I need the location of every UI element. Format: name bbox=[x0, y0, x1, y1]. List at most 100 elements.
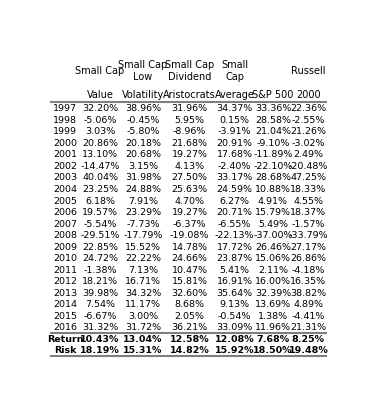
Text: 16.71%: 16.71% bbox=[125, 277, 161, 286]
Text: 1999: 1999 bbox=[53, 127, 77, 136]
Text: 15.06%: 15.06% bbox=[255, 254, 291, 262]
Text: 31.72%: 31.72% bbox=[125, 322, 161, 332]
Text: 10.43%: 10.43% bbox=[80, 334, 120, 343]
Text: 35.64%: 35.64% bbox=[217, 288, 253, 297]
Text: 2007: 2007 bbox=[53, 219, 77, 228]
Text: -0.45%: -0.45% bbox=[126, 115, 160, 124]
Text: 2.11%: 2.11% bbox=[258, 265, 288, 274]
Text: 3.15%: 3.15% bbox=[128, 162, 158, 171]
Text: -5.06%: -5.06% bbox=[84, 115, 117, 124]
Text: -14.47%: -14.47% bbox=[80, 162, 120, 171]
Text: S&P 500: S&P 500 bbox=[252, 90, 294, 100]
Text: 2011: 2011 bbox=[53, 265, 77, 274]
Text: 5.95%: 5.95% bbox=[174, 115, 205, 124]
Text: 2012: 2012 bbox=[53, 277, 77, 286]
Text: 17.68%: 17.68% bbox=[217, 150, 253, 159]
Text: 22.36%: 22.36% bbox=[290, 104, 326, 113]
Text: 13.10%: 13.10% bbox=[82, 150, 118, 159]
Text: 32.39%: 32.39% bbox=[255, 288, 291, 297]
Text: 28.58%: 28.58% bbox=[255, 115, 291, 124]
Text: 2000: 2000 bbox=[53, 139, 77, 147]
Text: 20.86%: 20.86% bbox=[82, 139, 118, 147]
Text: 2016: 2016 bbox=[53, 322, 77, 332]
Text: -5.54%: -5.54% bbox=[84, 219, 117, 228]
Text: 7.91%: 7.91% bbox=[128, 196, 158, 205]
Text: 21.26%: 21.26% bbox=[290, 127, 326, 136]
Text: 11.96%: 11.96% bbox=[255, 322, 291, 332]
Text: Volatility: Volatility bbox=[122, 90, 164, 100]
Text: 17.72%: 17.72% bbox=[217, 242, 253, 251]
Text: 18.21%: 18.21% bbox=[82, 277, 118, 286]
Text: Aristocrats: Aristocrats bbox=[163, 90, 216, 100]
Text: 19.48%: 19.48% bbox=[289, 345, 328, 354]
Text: 6.27%: 6.27% bbox=[220, 196, 250, 205]
Text: -37.00%: -37.00% bbox=[253, 230, 293, 239]
Text: 14.82%: 14.82% bbox=[170, 345, 209, 354]
Text: 24.88%: 24.88% bbox=[125, 185, 161, 194]
Text: 2003: 2003 bbox=[53, 173, 77, 182]
Text: -0.54%: -0.54% bbox=[218, 311, 251, 320]
Text: -4.41%: -4.41% bbox=[292, 311, 325, 320]
Text: 26.86%: 26.86% bbox=[290, 254, 326, 262]
Text: -6.55%: -6.55% bbox=[218, 219, 251, 228]
Text: 22.85%: 22.85% bbox=[82, 242, 118, 251]
Text: 5.49%: 5.49% bbox=[258, 219, 288, 228]
Text: 32.20%: 32.20% bbox=[82, 104, 118, 113]
Text: Average: Average bbox=[215, 90, 255, 100]
Text: -9.10%: -9.10% bbox=[256, 139, 290, 147]
Text: Small
Cap: Small Cap bbox=[221, 60, 248, 82]
Text: 2.05%: 2.05% bbox=[174, 311, 205, 320]
Text: 2002: 2002 bbox=[53, 162, 77, 171]
Text: -6.37%: -6.37% bbox=[173, 219, 206, 228]
Text: 27.50%: 27.50% bbox=[171, 173, 208, 182]
Text: 4.13%: 4.13% bbox=[174, 162, 205, 171]
Text: 33.09%: 33.09% bbox=[216, 322, 253, 332]
Text: 31.98%: 31.98% bbox=[125, 173, 161, 182]
Text: 2000: 2000 bbox=[296, 90, 321, 100]
Text: 19.57%: 19.57% bbox=[82, 207, 118, 217]
Text: 12.58%: 12.58% bbox=[170, 334, 209, 343]
Text: 20.18%: 20.18% bbox=[125, 139, 161, 147]
Text: 16.00%: 16.00% bbox=[255, 277, 291, 286]
Text: 14.78%: 14.78% bbox=[171, 242, 208, 251]
Text: Return: Return bbox=[47, 334, 84, 343]
Text: 18.19%: 18.19% bbox=[80, 345, 120, 354]
Text: -7.73%: -7.73% bbox=[126, 219, 160, 228]
Text: 28.68%: 28.68% bbox=[255, 173, 291, 182]
Text: Small Cap
Dividend: Small Cap Dividend bbox=[165, 60, 214, 82]
Text: 24.72%: 24.72% bbox=[82, 254, 118, 262]
Text: 31.32%: 31.32% bbox=[82, 322, 118, 332]
Text: -29.51%: -29.51% bbox=[80, 230, 120, 239]
Text: -1.57%: -1.57% bbox=[292, 219, 325, 228]
Text: Value: Value bbox=[86, 90, 113, 100]
Text: 4.91%: 4.91% bbox=[258, 196, 288, 205]
Text: 10.47%: 10.47% bbox=[171, 265, 208, 274]
Text: 1997: 1997 bbox=[53, 104, 77, 113]
Text: 9.13%: 9.13% bbox=[220, 300, 250, 309]
Text: 20.68%: 20.68% bbox=[125, 150, 161, 159]
Text: 2006: 2006 bbox=[53, 207, 77, 217]
Text: 15.31%: 15.31% bbox=[123, 345, 163, 354]
Text: 10.88%: 10.88% bbox=[255, 185, 291, 194]
Text: 23.87%: 23.87% bbox=[217, 254, 253, 262]
Text: Small Cap
Low: Small Cap Low bbox=[118, 60, 167, 82]
Text: -20.48%: -20.48% bbox=[289, 162, 328, 171]
Text: 36.21%: 36.21% bbox=[171, 322, 208, 332]
Text: 13.69%: 13.69% bbox=[255, 300, 291, 309]
Text: 2015: 2015 bbox=[53, 311, 77, 320]
Text: 2005: 2005 bbox=[53, 196, 77, 205]
Text: 18.37%: 18.37% bbox=[290, 207, 326, 217]
Text: 21.68%: 21.68% bbox=[171, 139, 208, 147]
Text: -17.79%: -17.79% bbox=[123, 230, 163, 239]
Text: 7.54%: 7.54% bbox=[85, 300, 115, 309]
Text: 19.27%: 19.27% bbox=[171, 150, 208, 159]
Text: 21.31%: 21.31% bbox=[290, 322, 326, 332]
Text: 39.98%: 39.98% bbox=[82, 288, 118, 297]
Text: -5.80%: -5.80% bbox=[126, 127, 160, 136]
Text: -22.13%: -22.13% bbox=[215, 230, 254, 239]
Text: 2.49%: 2.49% bbox=[293, 150, 323, 159]
Text: 23.29%: 23.29% bbox=[125, 207, 161, 217]
Text: 8.25%: 8.25% bbox=[292, 334, 325, 343]
Text: -3.02%: -3.02% bbox=[291, 139, 325, 147]
Text: 13.04%: 13.04% bbox=[123, 334, 163, 343]
